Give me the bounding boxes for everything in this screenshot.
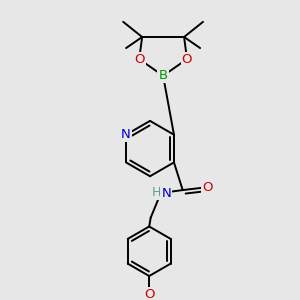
- Text: O: O: [182, 52, 192, 66]
- Text: H: H: [152, 187, 161, 200]
- Text: N: N: [161, 187, 171, 200]
- Text: N: N: [121, 128, 131, 141]
- Text: O: O: [144, 288, 154, 300]
- Text: O: O: [202, 181, 213, 194]
- Text: B: B: [158, 69, 168, 82]
- Text: O: O: [134, 52, 145, 66]
